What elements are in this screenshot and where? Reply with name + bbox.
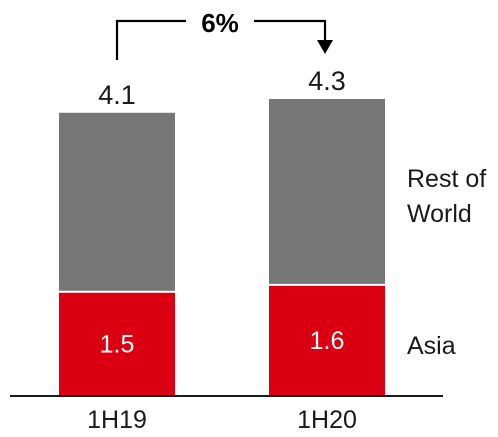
x-tick-label-1h19: 1H19 xyxy=(87,406,147,434)
bars-group xyxy=(59,99,385,395)
bar-segment-asia-1h20 xyxy=(269,284,385,395)
growth-connector-line xyxy=(115,19,327,60)
asia-value-label-1h20: 1.6 xyxy=(310,327,345,355)
growth-arrow-head-icon xyxy=(317,40,333,54)
asia-value-label-1h19: 1.5 xyxy=(100,330,135,358)
bar-segment-rest-of-world-1h20 xyxy=(269,99,385,285)
total-label-1h20: 4.3 xyxy=(308,66,346,96)
bar-segment-rest-of-world-1h19 xyxy=(59,112,175,292)
series-label-asia: Asia xyxy=(407,332,456,360)
growth-percent-label: 6% xyxy=(201,8,239,38)
total-label-1h19: 4.1 xyxy=(98,80,136,110)
series-label-rest-of-world-line2: World xyxy=(407,200,472,228)
bar-segment-asia-1h19 xyxy=(59,291,175,395)
series-label-rest-of-world-line1: Rest of xyxy=(407,165,486,193)
x-tick-label-1h20: 1H20 xyxy=(297,406,357,434)
